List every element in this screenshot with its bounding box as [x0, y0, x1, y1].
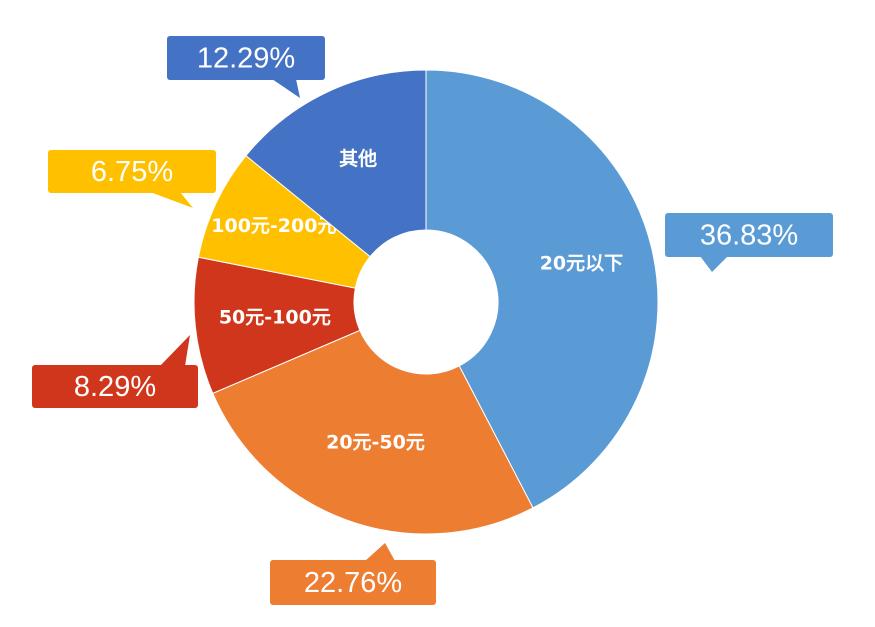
callout-box [32, 365, 198, 408]
value-label: 22.76% [304, 567, 402, 599]
callout-box [270, 560, 436, 605]
value-label: 6.75% [91, 156, 173, 188]
callout-pointer [272, 79, 300, 98]
callout-box [167, 36, 325, 80]
callout-pointer [150, 192, 193, 208]
callout-pointer [160, 335, 190, 366]
slice [425, 69, 659, 509]
slice-label: 100元-200元 [211, 215, 336, 237]
callout-pointer [700, 256, 728, 272]
value-label: 36.83% [700, 220, 798, 252]
slice [212, 329, 534, 535]
value-label: 8.29% [74, 371, 156, 403]
slice-label: 20元-50元 [326, 432, 425, 454]
slice-label: 20元以下 [540, 253, 623, 275]
callout-box [665, 213, 833, 257]
slice-label: 其他 [339, 147, 377, 170]
value-label: 12.29% [197, 43, 295, 75]
slice-label: 50元-100元 [219, 306, 331, 328]
slice [245, 69, 427, 258]
callout-box [48, 150, 216, 193]
callout-pointer [365, 543, 395, 561]
